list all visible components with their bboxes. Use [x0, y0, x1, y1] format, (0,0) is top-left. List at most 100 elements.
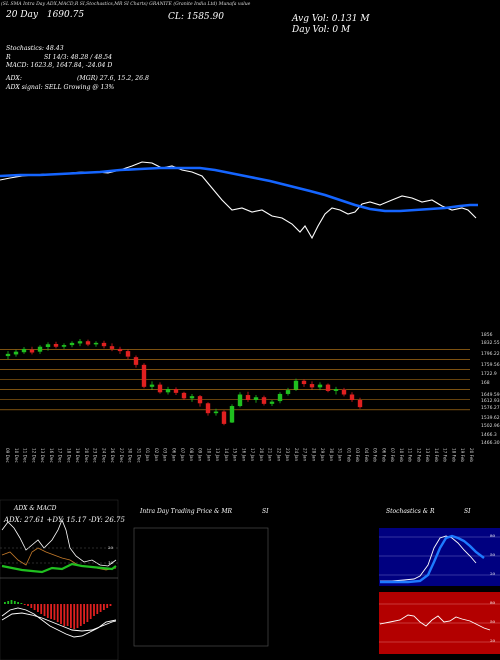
date-tick-label: 10 Jan [206, 448, 211, 461]
candle-body [333, 389, 339, 391]
macd-bar [76, 604, 79, 628]
macd-line-white [1, 607, 117, 638]
candle-body [293, 380, 299, 390]
adx-label: ADX: [6, 75, 22, 82]
stoch-tick-50: 50 [490, 552, 496, 557]
rsi-prefix: R [6, 54, 11, 61]
price-label: 1576.27 [481, 405, 500, 411]
candles-group [5, 339, 363, 426]
date-tick-label: 23 Dec [93, 448, 98, 463]
date-tick-label: 17 Feb [443, 448, 448, 462]
stoch-tick-80: 80 [490, 533, 496, 538]
date-tick-label: 20 Feb [469, 448, 474, 462]
date-tick-label: 11 Feb [408, 448, 413, 462]
candle-body [173, 389, 179, 393]
date-tick-label: 18 Dec [66, 448, 71, 463]
date-tick-label: 12 Dec [31, 448, 36, 463]
date-tick-label: 06 Feb [381, 448, 386, 462]
candle-body [221, 411, 227, 424]
macd-bar [7, 601, 10, 604]
macd-bar [99, 604, 102, 612]
macd-bar [43, 604, 46, 616]
date-tick-label: 05 Feb [373, 448, 378, 462]
macd-bar [17, 602, 19, 604]
macd-bar [46, 604, 49, 618]
date-tick-label: 02 Jan [154, 448, 159, 461]
date-tick-label: 20 Dec [84, 448, 89, 463]
candle-body [189, 396, 195, 399]
date-tick-label: 19 Dec [75, 448, 80, 463]
candle-body [125, 351, 131, 357]
stochastics-panel-si: SI [464, 508, 471, 515]
date-tick-label: 08 Jan [189, 448, 194, 461]
stoch-d-line [380, 534, 485, 584]
macd-signal-white [1, 612, 117, 632]
candle-body [197, 396, 203, 404]
price-axis: 1856 1832.55 1796.22 1759.56 1722.9 168 1649.5… [481, 332, 500, 446]
candle-body [269, 401, 275, 404]
rsi-tick-20: 20 [490, 638, 496, 643]
candle-body [109, 346, 115, 349]
candle-body [325, 384, 331, 391]
macd-bar [89, 604, 92, 619]
candle-body [29, 349, 35, 353]
candle-body [285, 390, 291, 394]
date-tick-label: 24 Dec [101, 448, 106, 463]
macd-bar [10, 600, 13, 604]
date-tick-label: 11 Dec [23, 448, 28, 463]
macd-bar [109, 604, 112, 606]
date-tick-label: 13 Jan [215, 448, 220, 461]
candle-body [53, 343, 59, 347]
macd-bar [106, 604, 109, 608]
intraday-panel-frame [133, 527, 269, 647]
date-tick-label: 01 Feb [346, 448, 351, 462]
stoch-tick-20: 20 [490, 571, 496, 576]
candle-body [205, 403, 211, 414]
date-tick-label: 17 Dec [58, 448, 63, 463]
adx-panel-values: ADX: 27.61 +DY: 15.17 -DY: 26.75 [4, 516, 125, 524]
candle-body [245, 395, 251, 400]
macd-bar [63, 604, 66, 626]
date-tick-label: 24 Jan [294, 448, 299, 461]
date-tick-label: 13 Feb [425, 448, 430, 462]
day-volume: Day Vol: 0 M [292, 25, 351, 35]
candle-body [253, 397, 259, 400]
date-tick-label: 06 Jan [171, 448, 176, 461]
date-tick-label: 07 Feb [390, 448, 395, 462]
candle-body [21, 348, 27, 353]
date-tick-label: 04 Feb [364, 448, 369, 462]
date-label: 20 Day 1690.75 [6, 10, 84, 20]
candle-body [37, 346, 43, 352]
macd-bar [79, 604, 82, 626]
price-label: 1856 [481, 332, 493, 338]
candle-body [45, 344, 51, 348]
close-price: CL: 1585.90 [168, 12, 224, 22]
sma-line-panel [0, 161, 478, 240]
adx-tick-20: 20 [108, 545, 114, 550]
macd-bar [56, 604, 59, 622]
adx-tick-10: 10 [108, 560, 114, 565]
price-label: 1466.3 [481, 432, 497, 438]
macd-bar [30, 604, 33, 608]
macd-bar [70, 604, 72, 628]
macd-bar [60, 604, 62, 624]
date-tick-label: 10 Feb [399, 448, 404, 462]
date-tick-label: 22 Jan [276, 448, 281, 461]
price-label: 1466.30 [481, 440, 500, 446]
macd-histogram [4, 600, 112, 629]
date-tick-label: 30 Dec [128, 448, 133, 463]
date-tick-label: 14 Jan [224, 448, 229, 461]
price-label: 1502.96 [481, 423, 500, 429]
date-tick-label: 14 Feb [434, 448, 439, 462]
date-tick-label: 21 Jan [268, 448, 273, 461]
adx-panel-bg [0, 499, 119, 660]
candle-body [309, 384, 315, 388]
avg-volume: Avg Vol: 0.131 M [292, 14, 370, 24]
macd-bar [93, 604, 95, 616]
candle-gridlines [0, 349, 470, 411]
price-label: 1796.22 [481, 351, 500, 357]
price-label: 1612.93 [481, 398, 500, 404]
price-label: 1649.59 [481, 392, 500, 398]
rsi-value: SI 14/3: 48.28 / 48.54 [44, 54, 113, 61]
minus-di-line [1, 562, 117, 574]
